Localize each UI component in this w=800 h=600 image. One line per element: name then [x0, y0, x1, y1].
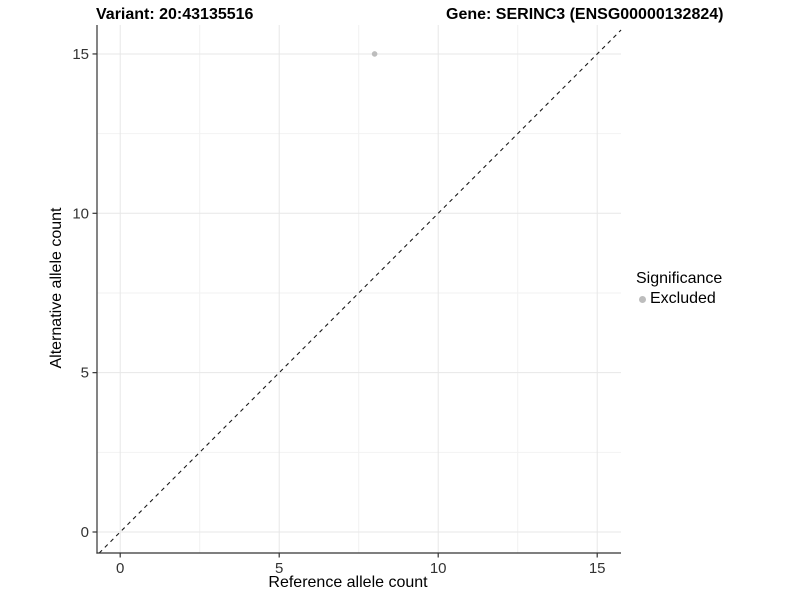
x-tick-label: 5 — [275, 560, 283, 577]
y-tick-label: 15 — [72, 46, 89, 63]
x-tick-label: 10 — [430, 560, 447, 577]
identity-reference-line — [98, 29, 622, 554]
legend-item-excluded: Excluded — [636, 290, 722, 308]
legend: Significance Excluded — [636, 270, 722, 308]
y-axis-title: Alternative allele count — [48, 207, 65, 369]
y-tick-label: 10 — [72, 205, 89, 222]
legend-title: Significance — [636, 270, 723, 287]
x-tick-label: 15 — [589, 560, 606, 577]
legend-item-label: Excluded — [650, 290, 716, 307]
x-tick-label: 0 — [116, 560, 124, 577]
data-point — [371, 51, 378, 57]
x-axis-title: Reference allele count — [268, 574, 428, 591]
plot-title-gene: Gene: SERINC3 (ENSG00000132824) — [446, 6, 724, 23]
plot-title-variant: Variant: 20:43135516 — [96, 6, 254, 23]
legend-key-dot — [639, 295, 646, 303]
y-tick-label: 5 — [81, 365, 89, 382]
y-tick-label: 0 — [81, 524, 89, 541]
